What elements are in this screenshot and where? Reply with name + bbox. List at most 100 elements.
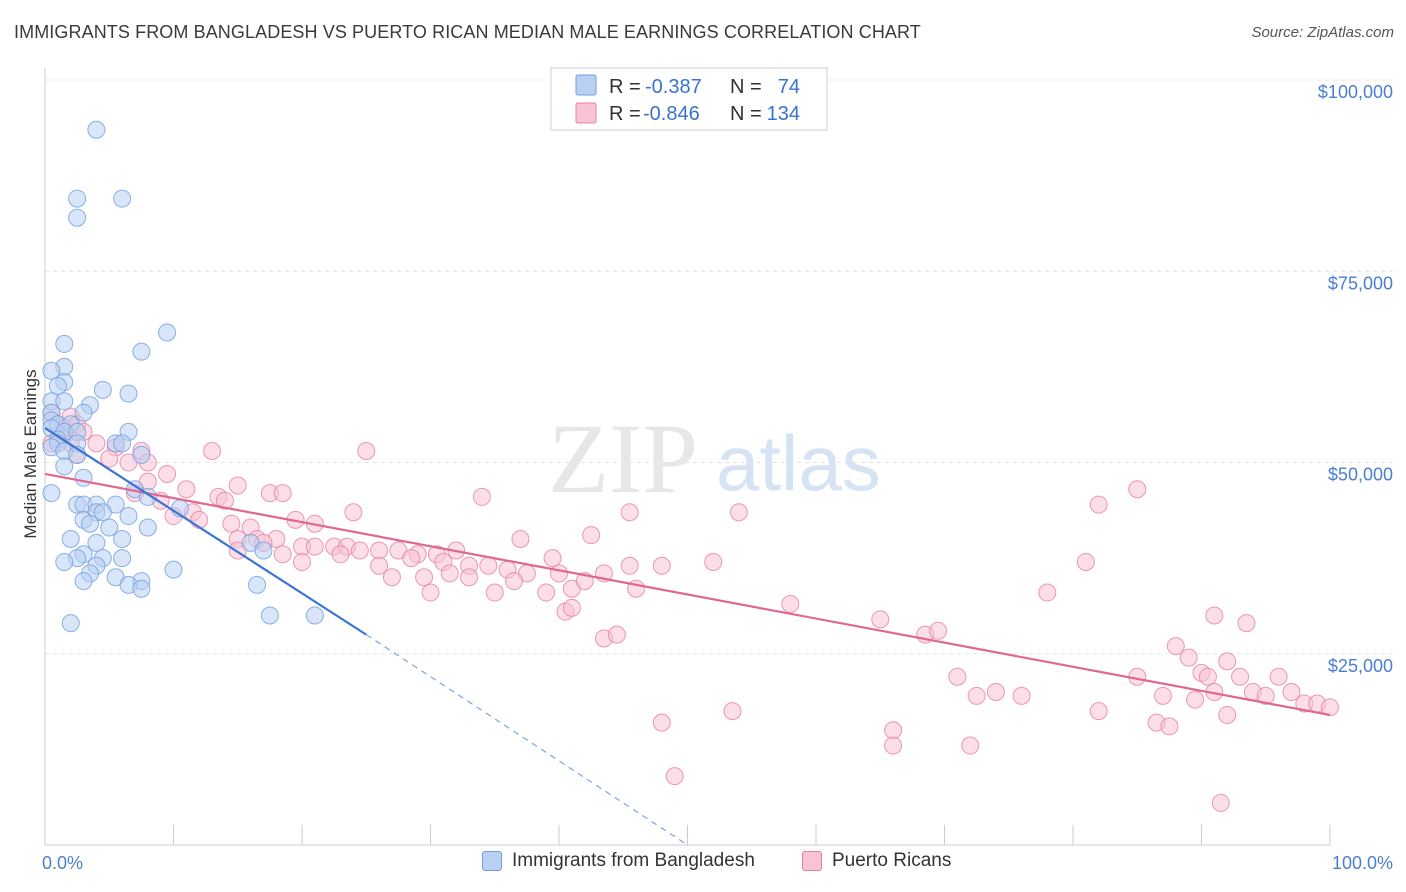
point-puerto-ricans: [884, 721, 903, 740]
point-puerto-ricans: [344, 503, 363, 522]
legend-swatch-puerto-rican: [575, 102, 597, 124]
point-immigrants-from-bangladesh: [74, 403, 93, 422]
point-immigrants-from-bangladesh: [55, 334, 74, 353]
legend-n-label-2: N =: [730, 103, 762, 125]
point-immigrants-from-bangladesh: [55, 457, 74, 476]
chart-source: Source: ZipAtlas.com: [1251, 24, 1394, 41]
point-puerto-ricans: [350, 541, 369, 560]
point-immigrants-from-bangladesh: [74, 572, 93, 591]
point-immigrants-from-bangladesh: [80, 514, 99, 533]
point-puerto-ricans: [177, 480, 196, 499]
point-puerto-ricans: [723, 702, 742, 721]
point-puerto-ricans: [961, 736, 980, 755]
point-puerto-ricans: [485, 583, 504, 602]
point-puerto-ricans: [986, 683, 1005, 701]
point-puerto-ricans: [1186, 690, 1205, 709]
point-immigrants-from-bangladesh: [55, 392, 74, 411]
point-immigrants-from-bangladesh: [119, 384, 138, 403]
point-puerto-ricans: [1321, 698, 1339, 717]
point-puerto-ricans: [222, 514, 241, 533]
point-immigrants-from-bangladesh: [55, 552, 74, 571]
point-puerto-ricans: [652, 713, 671, 732]
point-immigrants-from-bangladesh: [100, 518, 119, 537]
point-immigrants-from-bangladesh: [113, 549, 132, 568]
correlation-legend: R = -0.387 N = 74 R = -0.846 N = 134: [550, 67, 828, 131]
bottom-legend-bangladesh: Immigrants from Bangladesh: [482, 850, 755, 872]
point-puerto-ricans: [1089, 495, 1108, 514]
point-puerto-ricans: [1205, 606, 1224, 625]
point-puerto-ricans: [1166, 637, 1185, 656]
point-immigrants-from-bangladesh: [248, 575, 267, 594]
point-immigrants-from-bangladesh: [61, 614, 80, 633]
point-immigrants-from-bangladesh: [132, 342, 151, 361]
point-puerto-ricans: [472, 487, 491, 506]
point-puerto-ricans: [305, 537, 324, 556]
point-immigrants-from-bangladesh: [113, 530, 132, 548]
point-immigrants-from-bangladesh: [305, 606, 324, 625]
x-tick-label-max: 100.0%: [1332, 853, 1393, 873]
trendline-bangladesh: [44, 427, 367, 636]
bottom-legend-label-bangladesh: Immigrants from Bangladesh: [512, 850, 755, 871]
legend-r-label-1: R =: [609, 76, 641, 98]
point-puerto-ricans: [273, 545, 292, 564]
point-immigrants-from-bangladesh: [74, 468, 93, 487]
watermark-zip: ZIP: [548, 403, 698, 514]
point-puerto-ricans: [402, 549, 421, 568]
point-puerto-ricans: [562, 598, 581, 617]
axes-layer: $25,000 $50,000 $75,000 $100,000 0.0% 100.0%: [42, 68, 1393, 873]
point-immigrants-from-bangladesh: [138, 518, 157, 537]
y-tick-label: $50,000: [1328, 465, 1393, 485]
point-puerto-ricans: [479, 556, 498, 575]
point-puerto-ricans: [607, 625, 626, 644]
point-immigrants-from-bangladesh: [93, 380, 112, 399]
point-puerto-ricans: [158, 464, 177, 483]
point-puerto-ricans: [781, 595, 800, 614]
point-puerto-ricans: [1153, 686, 1172, 705]
point-puerto-ricans: [421, 583, 440, 602]
point-immigrants-from-bangladesh: [87, 120, 106, 139]
point-puerto-ricans: [537, 583, 556, 602]
point-immigrants-from-bangladesh: [61, 530, 80, 548]
point-puerto-ricans: [440, 564, 459, 583]
point-puerto-ricans: [382, 568, 401, 587]
point-immigrants-from-bangladesh: [87, 533, 106, 552]
point-puerto-ricans: [331, 545, 350, 564]
point-puerto-ricans: [620, 556, 639, 575]
legend-r-label-2: R =: [609, 103, 641, 125]
point-puerto-ricans: [665, 767, 684, 786]
point-puerto-ricans: [582, 526, 601, 545]
point-puerto-ricans: [370, 541, 389, 560]
point-puerto-ricans: [729, 503, 748, 522]
point-immigrants-from-bangladesh: [68, 208, 87, 227]
point-puerto-ricans: [1160, 717, 1179, 736]
point-puerto-ricans: [511, 530, 530, 548]
point-puerto-ricans: [948, 667, 967, 686]
point-puerto-ricans: [370, 556, 389, 575]
point-puerto-ricans: [967, 686, 986, 705]
point-puerto-ricans: [620, 503, 639, 522]
point-immigrants-from-bangladesh: [260, 606, 279, 625]
point-immigrants-from-bangladesh: [254, 541, 273, 560]
point-puerto-ricans: [1179, 648, 1198, 667]
point-puerto-ricans: [1089, 702, 1108, 721]
point-puerto-ricans: [652, 556, 671, 575]
point-puerto-ricans: [1231, 667, 1250, 686]
y-axis-label: Median Male Earnings: [21, 369, 40, 538]
point-immigrants-from-bangladesh: [132, 579, 151, 598]
point-puerto-ricans: [1012, 686, 1031, 705]
point-puerto-ricans: [1076, 552, 1095, 571]
point-immigrants-from-bangladesh: [93, 503, 112, 522]
point-puerto-ricans: [357, 442, 376, 461]
x-tick-label-min: 0.0%: [42, 853, 83, 873]
point-puerto-ricans: [704, 552, 723, 571]
point-puerto-ricans: [543, 549, 562, 568]
point-puerto-ricans: [871, 610, 890, 629]
point-puerto-ricans: [460, 568, 479, 587]
point-puerto-ricans: [415, 568, 434, 587]
point-puerto-ricans: [190, 510, 209, 529]
point-puerto-ricans: [1269, 667, 1288, 686]
point-puerto-ricans: [1282, 683, 1301, 701]
point-puerto-ricans: [273, 484, 292, 503]
legend-n-label-1: N =: [730, 76, 762, 98]
